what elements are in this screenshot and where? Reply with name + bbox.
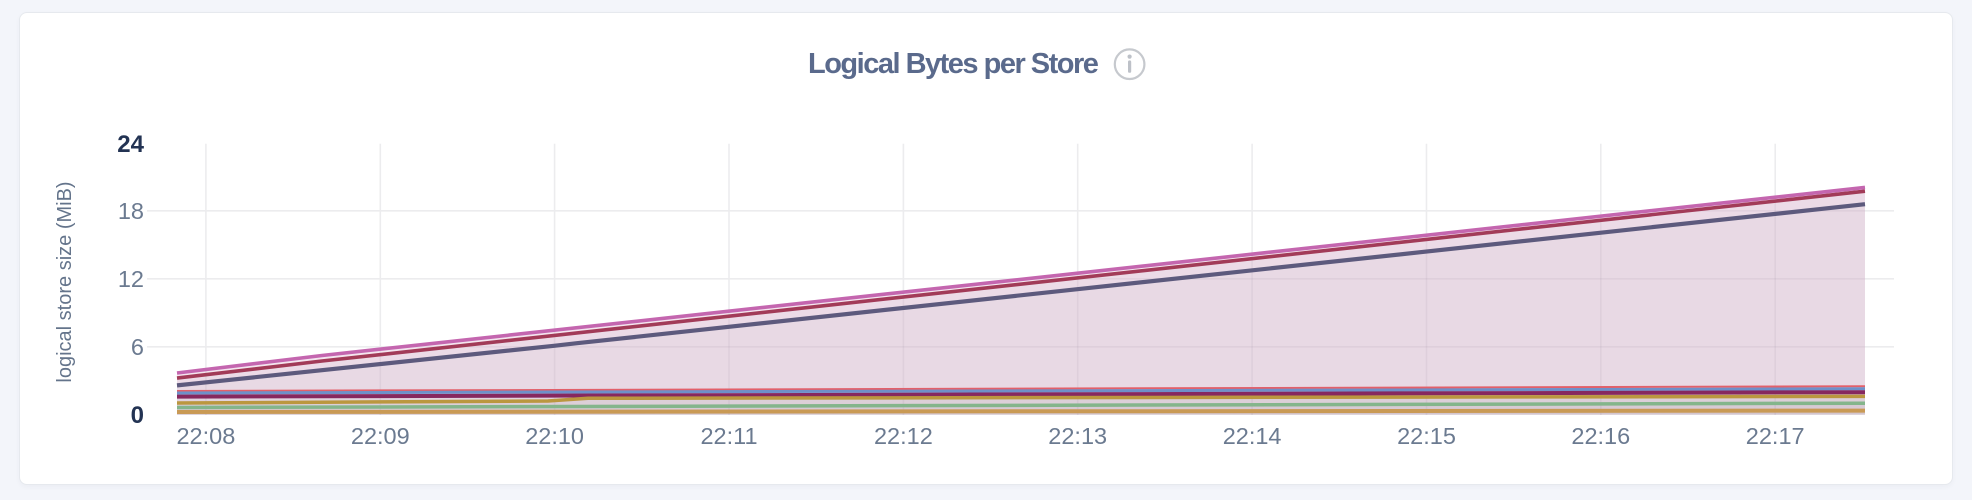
- svg-text:22:08: 22:08: [176, 423, 235, 449]
- svg-text:6: 6: [131, 334, 144, 360]
- svg-text:12: 12: [118, 266, 144, 292]
- svg-text:22:09: 22:09: [351, 423, 410, 449]
- svg-text:22:17: 22:17: [1746, 423, 1805, 449]
- svg-text:22:14: 22:14: [1223, 423, 1282, 449]
- svg-text:22:16: 22:16: [1571, 423, 1630, 449]
- svg-text:18: 18: [118, 198, 144, 224]
- svg-text:22:12: 22:12: [874, 423, 933, 449]
- svg-text:22:11: 22:11: [700, 423, 757, 449]
- svg-text:22:15: 22:15: [1397, 423, 1456, 449]
- svg-text:22:13: 22:13: [1048, 423, 1107, 449]
- svg-text:22:10: 22:10: [525, 423, 584, 449]
- svg-text:24: 24: [117, 131, 144, 158]
- svg-text:logical store size (MiB): logical store size (MiB): [54, 181, 76, 382]
- svg-text:0: 0: [131, 402, 144, 429]
